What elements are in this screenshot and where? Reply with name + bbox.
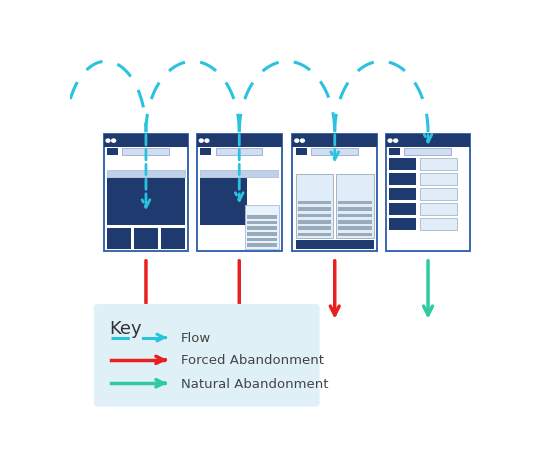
Bar bbox=[338, 202, 372, 205]
Bar bbox=[122, 149, 169, 156]
Bar bbox=[389, 188, 416, 201]
Bar bbox=[420, 158, 457, 170]
Bar bbox=[296, 149, 307, 156]
Bar bbox=[107, 171, 185, 178]
Bar bbox=[104, 134, 188, 148]
Bar bbox=[297, 233, 332, 237]
Bar bbox=[297, 221, 332, 224]
Circle shape bbox=[301, 140, 304, 143]
Bar bbox=[297, 208, 332, 212]
FancyBboxPatch shape bbox=[197, 134, 282, 251]
Bar bbox=[311, 149, 358, 156]
FancyBboxPatch shape bbox=[292, 134, 377, 251]
Bar bbox=[338, 221, 372, 224]
Bar bbox=[296, 175, 333, 239]
Bar bbox=[107, 228, 130, 249]
Bar bbox=[338, 214, 372, 218]
Bar bbox=[420, 174, 457, 185]
Bar bbox=[338, 227, 372, 230]
Bar bbox=[247, 233, 277, 236]
FancyBboxPatch shape bbox=[386, 134, 470, 251]
Bar bbox=[389, 218, 416, 231]
Bar bbox=[389, 203, 416, 216]
Circle shape bbox=[199, 140, 203, 143]
Bar bbox=[389, 158, 416, 170]
Bar bbox=[247, 238, 277, 242]
Text: Flow: Flow bbox=[181, 331, 211, 344]
Bar bbox=[420, 218, 457, 231]
Bar bbox=[420, 188, 457, 201]
FancyBboxPatch shape bbox=[104, 134, 188, 251]
Bar bbox=[420, 203, 457, 216]
Text: Natural Abandonment: Natural Abandonment bbox=[181, 377, 328, 390]
Circle shape bbox=[388, 140, 392, 143]
Bar bbox=[197, 134, 282, 148]
Bar bbox=[107, 149, 118, 156]
Circle shape bbox=[394, 140, 398, 143]
Bar bbox=[134, 228, 158, 249]
Bar bbox=[200, 149, 211, 156]
Bar bbox=[216, 149, 262, 156]
Circle shape bbox=[205, 140, 209, 143]
Bar bbox=[200, 179, 247, 226]
Bar bbox=[247, 227, 277, 230]
Circle shape bbox=[295, 140, 298, 143]
Bar bbox=[338, 233, 372, 237]
Bar bbox=[245, 206, 279, 249]
Bar bbox=[247, 216, 277, 219]
Bar bbox=[247, 221, 277, 225]
Bar bbox=[107, 179, 185, 226]
Bar bbox=[297, 227, 332, 230]
Bar bbox=[297, 202, 332, 205]
Text: Key: Key bbox=[109, 319, 142, 337]
Text: Forced Abandonment: Forced Abandonment bbox=[181, 353, 324, 367]
Bar bbox=[338, 208, 372, 212]
Bar bbox=[297, 214, 332, 218]
Bar bbox=[200, 171, 278, 178]
Bar bbox=[161, 228, 185, 249]
Bar bbox=[292, 134, 377, 148]
Bar bbox=[247, 244, 277, 247]
Bar bbox=[386, 134, 470, 148]
Bar bbox=[404, 149, 451, 156]
Bar bbox=[389, 174, 416, 185]
FancyBboxPatch shape bbox=[94, 304, 320, 407]
Circle shape bbox=[111, 140, 115, 143]
Circle shape bbox=[106, 140, 110, 143]
Bar bbox=[389, 149, 400, 156]
Bar bbox=[337, 175, 374, 239]
Bar bbox=[296, 240, 374, 249]
